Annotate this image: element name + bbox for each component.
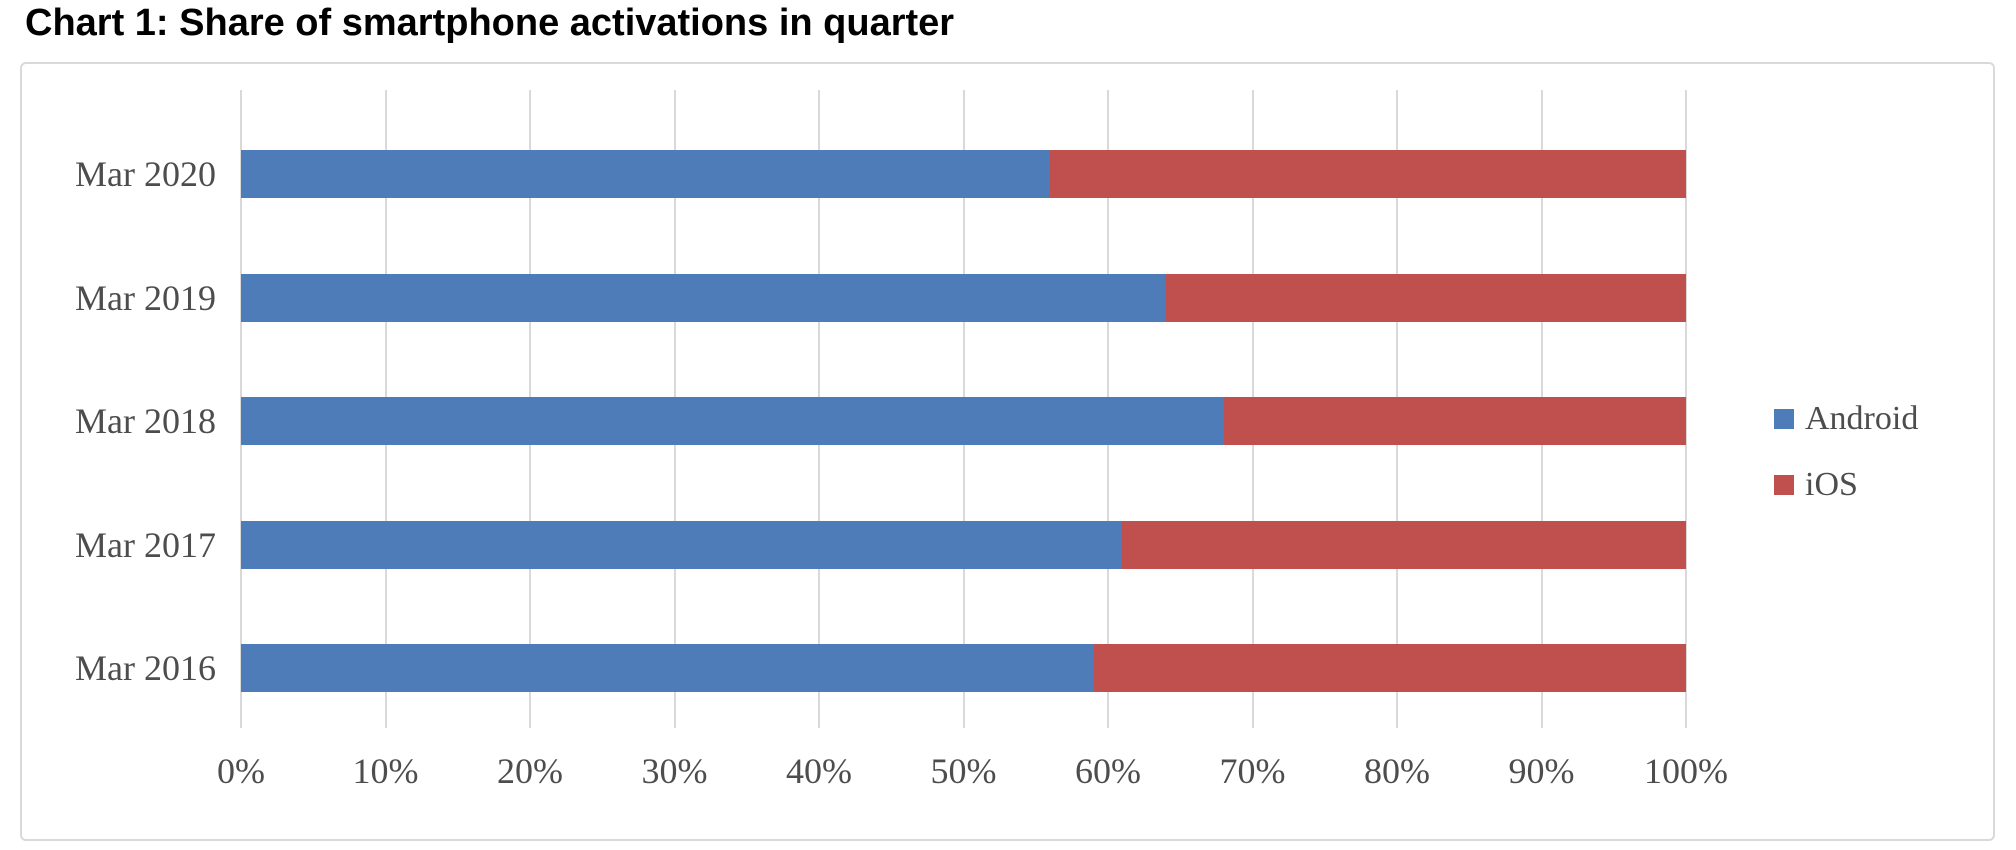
legend-label: Android <box>1805 400 1919 437</box>
x-tick-label: 70% <box>1219 751 1286 791</box>
category-label: Mar 2017 <box>75 524 216 565</box>
bar-segment-ios <box>1050 150 1686 198</box>
legend: Android iOS <box>1774 400 1918 532</box>
bar-segment-android <box>241 397 1224 445</box>
bar-segment-ios <box>1122 520 1686 569</box>
chart-box: 0% 10% 20% 30% 40% 50% 60% 70% 80% 90% 100% Mar 202… <box>20 62 1995 841</box>
x-tick-label: 100% <box>1644 751 1728 791</box>
bar-segment-android <box>241 150 1051 198</box>
bar-segment-android <box>241 644 1094 692</box>
x-tick-label: 90% <box>1508 751 1575 791</box>
x-tick-label: 20% <box>497 751 563 791</box>
category-label: Mar 2020 <box>75 154 216 194</box>
bar-segment-android <box>241 520 1123 569</box>
bar-segment-ios <box>1165 273 1686 322</box>
x-tick-label: 50% <box>930 751 997 791</box>
category-label: Mar 2019 <box>75 277 216 318</box>
bar-segment-android <box>241 273 1166 322</box>
x-tick-label: 30% <box>641 751 708 791</box>
gridline <box>1685 90 1687 728</box>
bar-segment-ios <box>1093 644 1686 692</box>
plot-area: 0% 10% 20% 30% 40% 50% 60% 70% 80% 90% 100% Mar 202… <box>75 90 1728 791</box>
x-tick-label: 80% <box>1364 751 1430 791</box>
x-tick-label: 0% <box>217 751 265 791</box>
x-tick-label: 60% <box>1075 751 1141 791</box>
bar-segment-ios <box>1223 397 1686 445</box>
category-label: Mar 2016 <box>75 648 216 688</box>
legend-label: iOS <box>1805 466 1858 503</box>
bar-row <box>241 150 1686 198</box>
legend-item-ios: iOS <box>1774 466 1918 504</box>
x-tick-label: 40% <box>786 751 852 791</box>
bar-row <box>241 520 1686 569</box>
bar-row <box>241 644 1686 692</box>
chart-title: Chart 1: Share of smartphone activations… <box>25 2 955 44</box>
legend-item-android: Android <box>1774 400 1918 438</box>
category-label: Mar 2018 <box>75 401 216 441</box>
bar-row <box>241 273 1686 322</box>
x-tick-label: 10% <box>352 751 419 791</box>
bar-row <box>241 397 1686 445</box>
legend-swatch-icon <box>1774 475 1794 495</box>
legend-swatch-icon <box>1774 409 1794 429</box>
